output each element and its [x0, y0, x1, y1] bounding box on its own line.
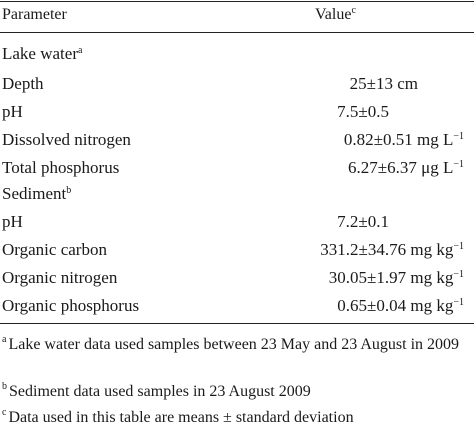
footnote-a: a Lake water data used samples between 23…	[2, 334, 468, 356]
column-header-value: Valuec	[315, 5, 356, 25]
section-heading-sediment: Sedimentb	[0, 180, 474, 208]
section-heading-lake-water: Lake watera	[0, 40, 474, 68]
table-row: Dissolved nitrogen 0.82±0.51 mg L−1	[0, 126, 474, 154]
section-title: Lake water	[2, 44, 78, 63]
section-mark: a	[77, 45, 83, 56]
footnote-c: c Data used in this table are means ± sta…	[2, 407, 468, 429]
row-name: Depth	[2, 74, 44, 93]
footnote-mark: b	[2, 381, 7, 392]
row-value: 0.65±0.04 mg kg−1	[337, 296, 464, 315]
table-row: pH 7.5±0.5	[0, 98, 474, 126]
row-name: Dissolved nitrogen	[2, 130, 131, 149]
row-name: pH	[2, 102, 23, 121]
footnote-mark: a	[2, 334, 7, 345]
footnote-b: b Sediment data used samples in 23 August…	[2, 381, 468, 403]
column-header-value-label: Value	[315, 6, 352, 23]
table-row: Organic carbon 331.2±34.76 mg kg−1	[0, 236, 474, 264]
row-name: Organic carbon	[2, 240, 107, 259]
row-value: 7.2±0.1	[337, 212, 389, 231]
section-title: Sediment	[2, 184, 67, 203]
table-row: Total phosphorus 6.27±6.37 μg L−1	[0, 154, 474, 182]
row-name: Organic phosphorus	[2, 296, 140, 315]
footnote-text: Sediment data used samples in 23 August …	[9, 383, 311, 400]
table-top-rule	[0, 1, 474, 2]
row-name: Total phosphorus	[2, 158, 120, 177]
section-mark: b	[66, 185, 72, 196]
table-row: Organic phosphorus 0.65±0.04 mg kg−1	[0, 292, 474, 320]
footnote-mark: c	[2, 407, 7, 418]
row-value: 0.82±0.51 mg L−1	[343, 130, 464, 149]
row-value: 7.5±0.5	[337, 102, 389, 121]
row-value: 25±13 cm	[349, 74, 418, 93]
footnote-text: Data used in this table are means ± stan…	[8, 409, 354, 426]
table-bottom-rule	[0, 323, 474, 324]
column-header-parameter: Parameter	[2, 6, 67, 23]
row-name: Organic nitrogen	[2, 268, 118, 287]
footnote-text: Lake water data used samples between 23 …	[8, 336, 460, 353]
row-value: 6.27±6.37 μg L−1	[348, 158, 464, 177]
table-row: pH 7.2±0.1	[0, 208, 474, 236]
row-value: 331.2±34.76 mg kg−1	[320, 240, 464, 259]
table-row: Organic nitrogen 30.05±1.97 mg kg−1	[0, 264, 474, 292]
column-header-value-mark: c	[351, 5, 356, 16]
header-rule	[0, 32, 474, 33]
table-row: Depth 25±13 cm	[0, 70, 474, 98]
row-name: pH	[2, 212, 23, 231]
row-value: 30.05±1.97 mg kg−1	[328, 268, 464, 287]
